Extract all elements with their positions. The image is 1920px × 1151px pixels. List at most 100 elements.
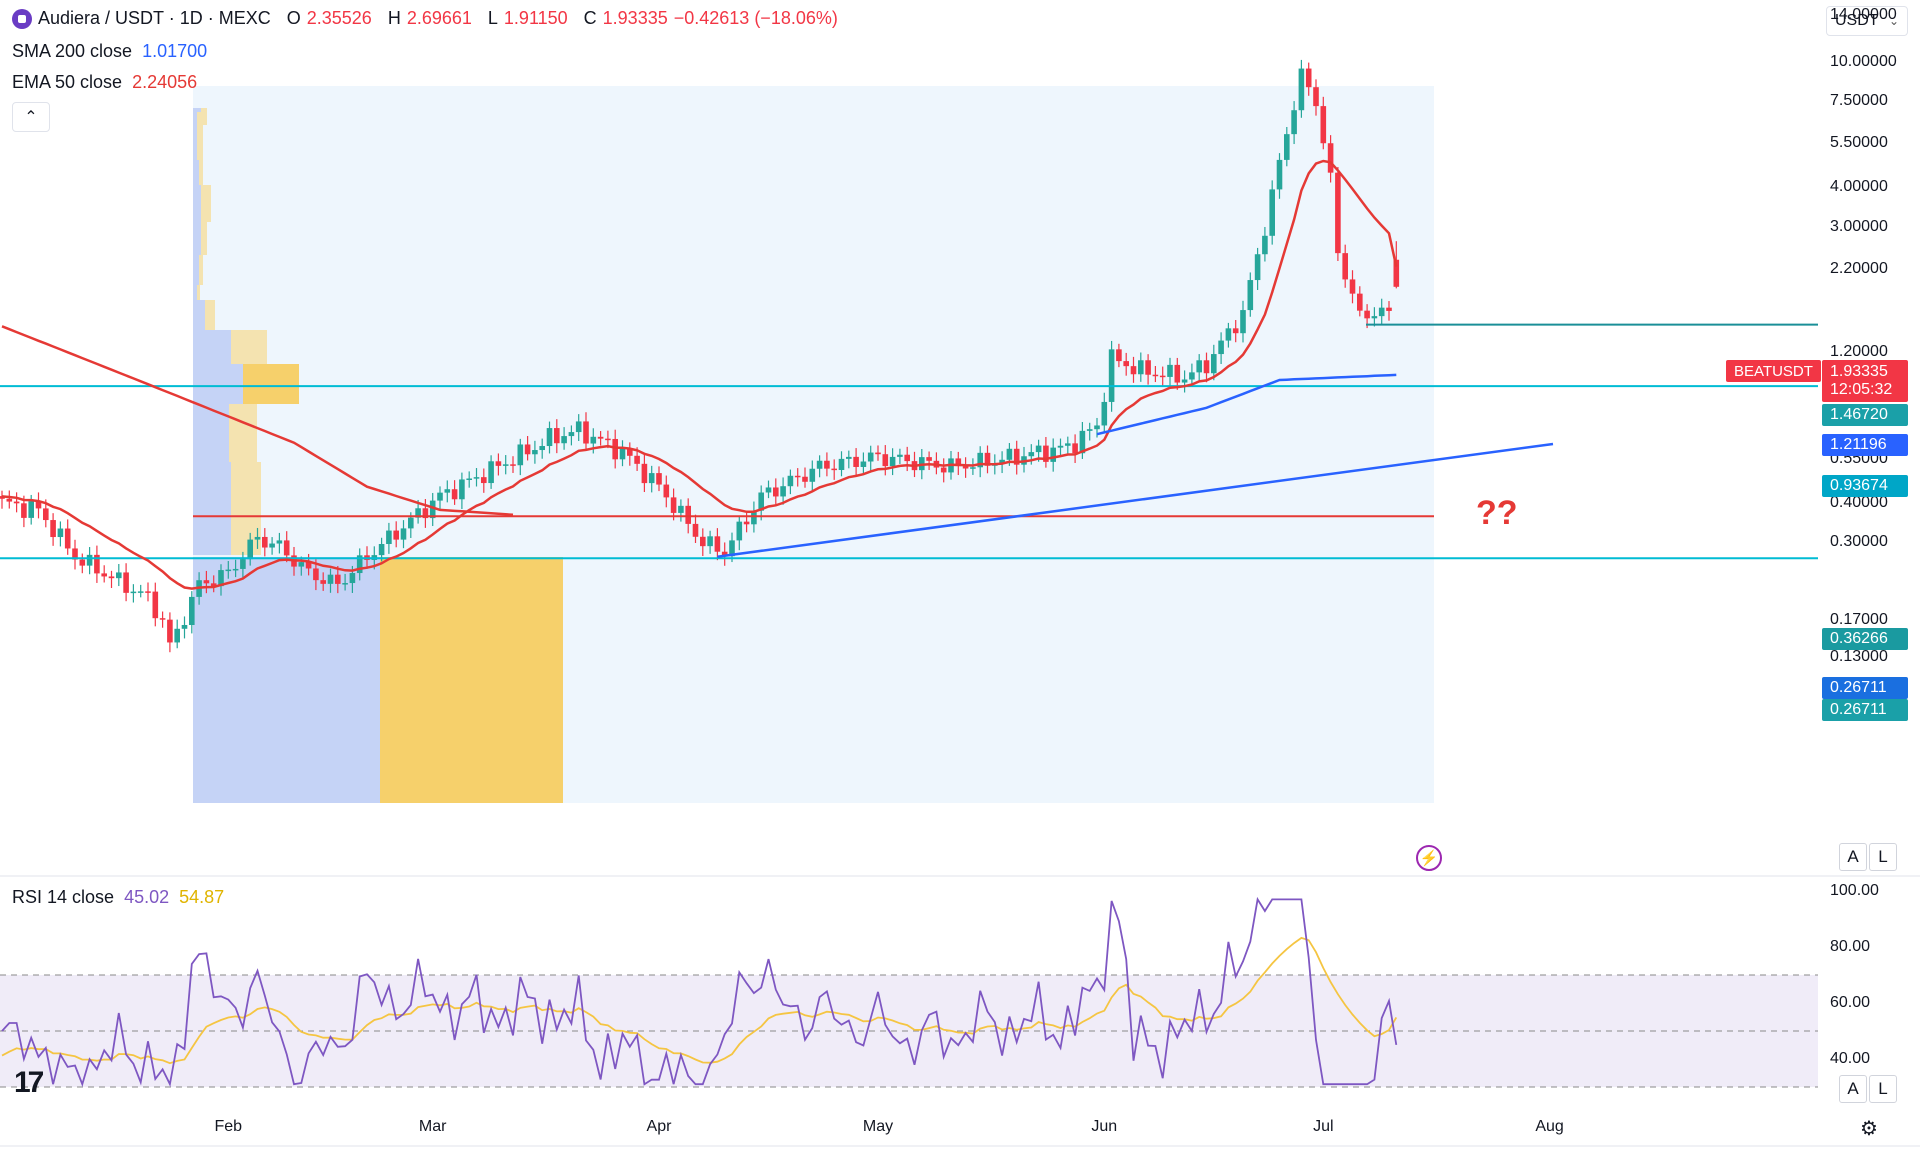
candle-body (349, 573, 356, 584)
candle-body (1327, 143, 1334, 173)
price-tick-label: 0.30000 (1830, 533, 1888, 551)
candle-body (1305, 68, 1312, 88)
candle-body (181, 624, 188, 629)
candle-body (28, 501, 34, 518)
symbol-title[interactable]: Audiera / USDT · 1D · MEXC (38, 8, 271, 28)
candle-body (86, 554, 93, 566)
level-tag-4: 0.26711 (1822, 677, 1908, 699)
candle-body (1057, 445, 1064, 448)
price-tick-label: 0.40000 (1830, 493, 1888, 511)
candle-body (707, 536, 713, 547)
candle-body (539, 446, 545, 451)
candle-body (1218, 340, 1224, 355)
log-scale-button[interactable]: L (1869, 843, 1897, 871)
candle-body (79, 559, 86, 566)
candle-body (6, 498, 13, 502)
high-label: H (387, 8, 401, 28)
candle-body (751, 510, 757, 525)
auto-scale-button[interactable]: A (1839, 843, 1867, 871)
candle-body (1101, 401, 1108, 426)
candle-body (1203, 360, 1210, 374)
level-tag-2: 0.93674 (1822, 475, 1908, 497)
candle-body (437, 492, 443, 501)
volume-profile-bar-up (193, 125, 197, 160)
collapse-legend-button[interactable]: ⌃ (12, 102, 50, 132)
candle-body (400, 528, 407, 540)
gear-icon[interactable]: ⚙ (1860, 1118, 1878, 1140)
candle-body (816, 460, 823, 469)
candle-body (568, 432, 575, 437)
ema-legend[interactable]: EMA 50 close 2.24056 (12, 72, 197, 93)
candle-body (225, 569, 232, 572)
candle-body (473, 477, 480, 479)
currency-select[interactable]: USDT ⌄ (1826, 6, 1908, 36)
candle-body (904, 454, 910, 462)
rsi-ma-line (1, 936, 1398, 1065)
candle-body (1094, 425, 1100, 430)
candle-body (955, 458, 962, 467)
candle-body (1313, 87, 1319, 107)
candle-body (1276, 159, 1283, 190)
lightning-icon[interactable]: ⚡ (1416, 845, 1442, 871)
coin-logo-icon (12, 8, 32, 29)
rsi-legend[interactable]: RSI 14 close 45.02 54.87 (12, 887, 224, 908)
candle-body (700, 536, 706, 547)
candle-body (444, 489, 451, 493)
sma-200-line (1096, 373, 1397, 436)
candle-body (1393, 259, 1400, 287)
candle-body (415, 508, 421, 518)
price-tick-label: 3.00000 (1830, 217, 1888, 235)
candle-body (940, 467, 947, 473)
rsi-log-scale-button[interactable]: L (1869, 1075, 1897, 1103)
rsi-tick-label: 100.00 (1830, 882, 1879, 899)
candle-body (1357, 293, 1363, 311)
volume-profile-bar-down (199, 160, 203, 185)
volume-profile-bar-down (201, 185, 211, 222)
candle-body (247, 539, 253, 560)
candle-body (970, 467, 976, 469)
candle-body (648, 473, 655, 484)
time-tick-label: Mar (418, 1118, 447, 1135)
candle-body (773, 487, 779, 497)
candle-body (794, 475, 801, 478)
sma-value: 1.01700 (142, 41, 208, 61)
price-tick-label: 5.50000 (1830, 134, 1888, 152)
price-tick-label: 2.20000 (1830, 260, 1888, 278)
ema-50-line (1, 159, 1398, 590)
price-tick-label: 0.17000 (1830, 611, 1888, 629)
candle-body (502, 464, 509, 466)
candle-body (583, 421, 589, 444)
candle-body (1254, 254, 1261, 281)
last-price-tag: 1.93335 12:05:32 (1822, 360, 1908, 402)
candle-body (1174, 364, 1181, 383)
high-value: 2.69661 (406, 8, 472, 28)
candle-body (758, 492, 764, 511)
rsi-auto-scale-button[interactable]: A (1839, 1075, 1867, 1103)
candle-body (1167, 364, 1173, 377)
candle-body (532, 450, 538, 455)
candle-body (656, 473, 662, 485)
sma-label: SMA 200 close (12, 41, 133, 61)
candle-body (846, 456, 852, 459)
candle-body (189, 596, 195, 625)
candle-body (356, 555, 363, 574)
volume-profile-bar-down (231, 330, 267, 364)
candle-body (1108, 349, 1115, 402)
candle-body (451, 489, 458, 500)
candle-body (386, 530, 392, 545)
candle-body (1225, 328, 1232, 341)
sma-legend[interactable]: SMA 200 close 1.01700 (12, 41, 207, 62)
volume-profile-bar-up (193, 112, 197, 125)
chevron-down-icon: ⌄ (1888, 14, 1899, 28)
candle-body (210, 583, 217, 587)
candle-body (145, 591, 151, 593)
rsi-ma-value: 54.87 (179, 887, 225, 907)
candle-body (1269, 189, 1275, 236)
close-label: C (583, 8, 597, 28)
candle-body (174, 628, 180, 643)
volume-profile-bar-up (193, 300, 205, 330)
rsi-value: 45.02 (124, 887, 170, 907)
candle-body (590, 436, 597, 444)
candle-body (305, 562, 312, 569)
